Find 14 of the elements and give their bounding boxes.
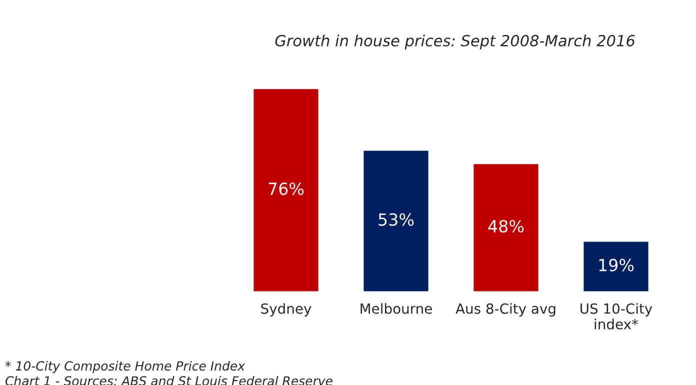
x-tick-label: Melbourne <box>360 303 432 314</box>
chart-title: Growth in house prices: Sept 2008-March 2016 <box>275 34 635 50</box>
data-label: 76% <box>268 182 304 196</box>
data-label: 19% <box>599 258 634 272</box>
data-label: 48% <box>488 220 524 233</box>
bar <box>252 88 320 292</box>
data-label: 53% <box>378 213 414 226</box>
bar <box>582 240 650 292</box>
bar <box>472 162 540 292</box>
text: * 10-City Composite Home Price Index <box>5 360 246 374</box>
x-tick-label: Aus 8-City avg <box>456 303 556 317</box>
x-tick-label: US 10-City index* <box>580 303 652 330</box>
bar <box>362 149 430 292</box>
x-tick-label: Sydney <box>261 303 312 317</box>
